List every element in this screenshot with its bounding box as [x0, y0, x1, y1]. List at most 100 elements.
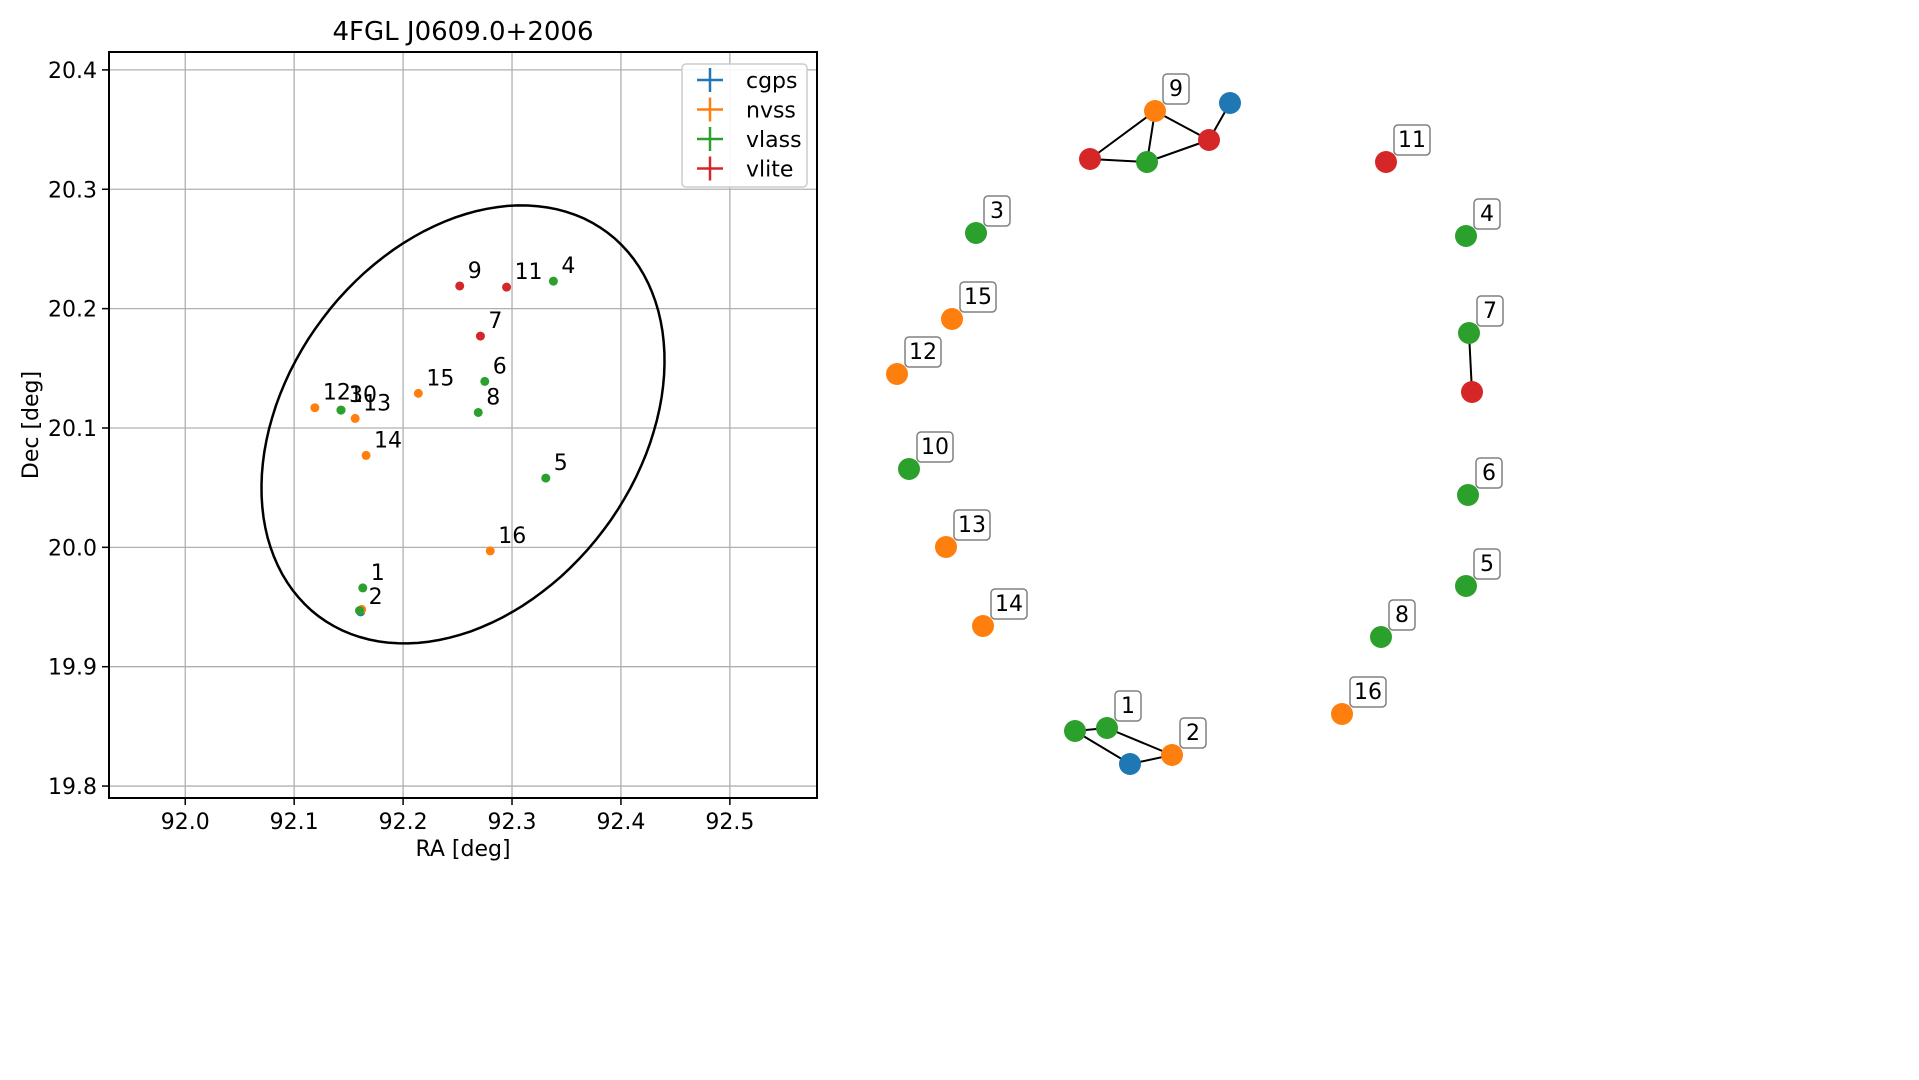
graph-node-label-box — [1393, 124, 1431, 156]
graph-node-label: 4 — [1480, 202, 1494, 227]
y-tick-label: 20.0 — [48, 536, 97, 561]
data-point-label: 10 — [349, 383, 377, 408]
y-tick-label: 20.1 — [48, 417, 97, 442]
data-point-label: 15 — [426, 366, 454, 391]
data-point-label: 1 — [371, 561, 385, 586]
graph-node-vlass — [1458, 322, 1480, 344]
legend: cgps nvss vlass vlite — [681, 63, 808, 188]
data-point-label: 14 — [374, 428, 402, 453]
data-point-vlass — [355, 606, 365, 616]
graph-node-label-box — [1476, 295, 1504, 327]
graph-node-cgps — [1119, 753, 1141, 775]
data-point-label: 13 — [363, 391, 391, 416]
x-tick-label: 92.1 — [270, 810, 319, 835]
data-point-label: 12 — [323, 381, 351, 406]
graph-node-vlite — [1375, 151, 1397, 173]
graph-node-nvss — [935, 536, 957, 558]
graph-node-label: 1 — [1121, 694, 1135, 719]
confidence-ellipse — [260, 204, 666, 645]
graph-node-label: 14 — [995, 592, 1023, 617]
y-tick-label: 19.9 — [48, 656, 97, 681]
graph-node-label: 7 — [1483, 299, 1497, 324]
axes-frame — [108, 51, 818, 799]
y-tick-label: 20.2 — [48, 298, 97, 323]
data-point-vlite — [502, 282, 512, 292]
y-tick-label: 20.3 — [48, 178, 97, 203]
legend-label-vlite: vlite — [746, 158, 793, 183]
x-tick-labels: 92.0 92.1 92.2 92.3 92.4 92.5 — [161, 798, 754, 835]
data-point-nvss — [485, 546, 495, 556]
graph-node-label: 3 — [990, 199, 1004, 224]
legend-box — [681, 63, 808, 188]
data-point-label: 3 — [349, 383, 363, 408]
data-point-vlass — [336, 405, 346, 415]
graph-node-label-box — [953, 509, 991, 541]
data-point-vlite — [455, 281, 465, 291]
graph-node-nvss — [1144, 100, 1166, 122]
graph-node-nvss — [1331, 703, 1353, 725]
graph-node-label: 16 — [1354, 680, 1382, 705]
graph-node-nvss — [972, 615, 994, 637]
data-point-label: 9 — [468, 259, 482, 284]
data-point-nvss — [413, 388, 423, 398]
graph-node-nvss — [1161, 744, 1183, 766]
graph-node-nvss — [941, 308, 963, 330]
legend-label-nvss: nvss — [746, 99, 796, 124]
graph-node-cgps — [1219, 92, 1241, 114]
graph-node-label-box — [1349, 676, 1387, 708]
graph-node-vlite — [1079, 148, 1101, 170]
graph-node-label: 6 — [1482, 461, 1496, 486]
y-tick-label: 20.4 — [48, 59, 97, 84]
data-point-label: 4 — [561, 254, 575, 279]
graph-node-label: 15 — [964, 285, 992, 310]
graph-node-label-box — [990, 588, 1028, 620]
graph-node-label-box — [1388, 599, 1416, 631]
x-tick-label: 92.0 — [161, 810, 210, 835]
graph-node-label-box — [1114, 690, 1142, 722]
graph-node-vlass — [1455, 575, 1477, 597]
graph-node-vlass — [1455, 225, 1477, 247]
graph-node-label: 12 — [909, 340, 937, 365]
x-tick-label: 92.2 — [379, 810, 428, 835]
data-point-nvss — [350, 413, 360, 423]
data-point-label: 8 — [486, 385, 500, 410]
graph-node-vlass — [1136, 151, 1158, 173]
graph-node-vlass — [1457, 484, 1479, 506]
graph-edge — [1106, 727, 1173, 756]
graph-node-label-box — [1473, 548, 1501, 580]
graph-node-label: 2 — [1186, 721, 1200, 746]
graph-node-label: 5 — [1480, 552, 1494, 577]
x-tick-label: 92.4 — [596, 810, 645, 835]
legend-label-cgps: cgps — [746, 69, 798, 94]
graph-node-label-box — [959, 281, 997, 313]
graph-node-vlite — [1461, 381, 1483, 403]
graph-node-label-box — [1473, 198, 1501, 230]
graph-node-label: 13 — [958, 513, 986, 538]
graph-node-label-box — [983, 195, 1011, 227]
data-point-vlass — [358, 583, 368, 593]
x-axis-label: RA [deg] — [415, 837, 510, 862]
y-axis-label: Dec [deg] — [19, 371, 44, 479]
graph-node-label-box — [1162, 73, 1190, 105]
data-point-label: 7 — [488, 309, 502, 334]
graph-node-label-box — [916, 431, 954, 463]
graph-node-vlass — [1370, 626, 1392, 648]
graph-node-label: 8 — [1395, 603, 1409, 628]
x-tick-label: 92.3 — [488, 810, 537, 835]
graph-node-label: 10 — [921, 435, 949, 460]
graph-node-label: 9 — [1169, 77, 1183, 102]
graph-edge — [1089, 110, 1156, 160]
graph-node-vlass — [898, 458, 920, 480]
y-tick-label: 19.8 — [48, 775, 97, 800]
data-point-vlass — [548, 276, 558, 286]
graph-node-label-box — [1179, 717, 1207, 749]
graph-node-vlass — [965, 222, 987, 244]
x-tick-label: 92.5 — [705, 810, 754, 835]
data-point-label: 5 — [554, 451, 568, 476]
data-point-label: 2 — [369, 585, 383, 610]
